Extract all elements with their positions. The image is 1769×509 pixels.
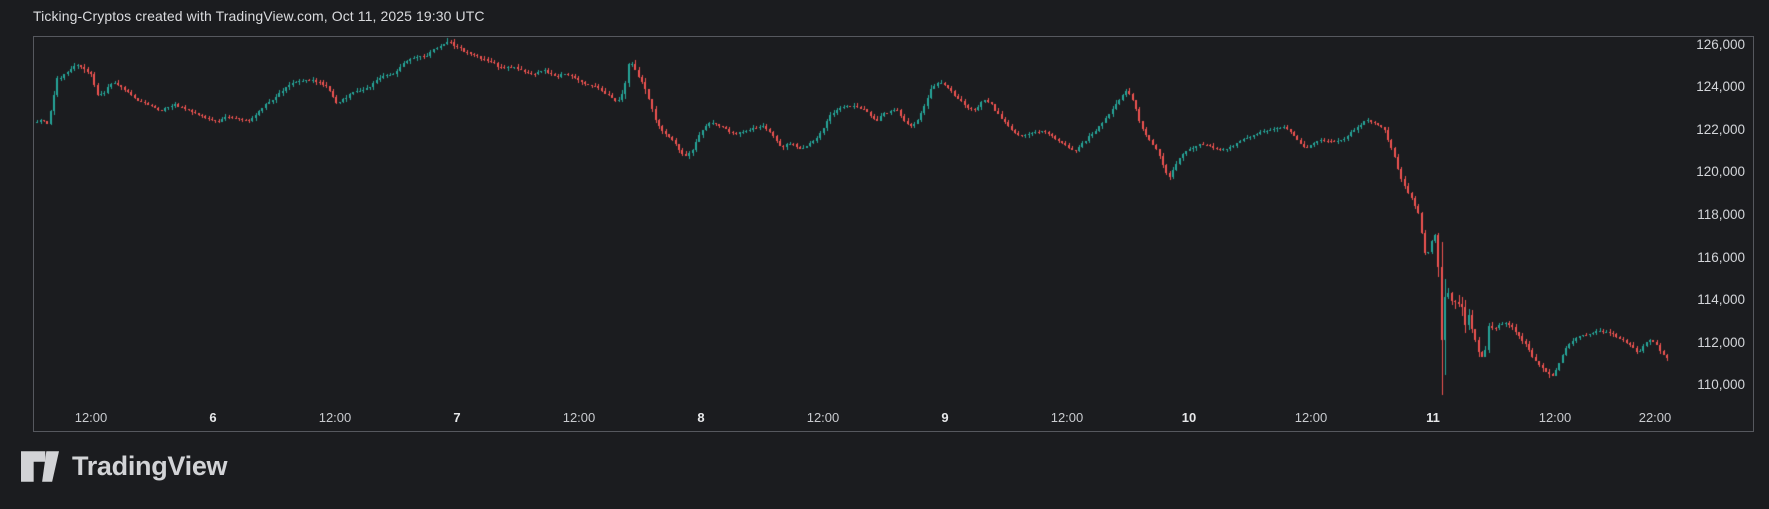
price-axis-label: 126,000	[1696, 36, 1745, 52]
price-axis-label: 118,000	[1697, 206, 1745, 222]
time-axis-label: 12:00	[806, 410, 840, 425]
price-axis-label: 122,000	[1696, 121, 1745, 137]
price-axis-label: 116,000	[1697, 249, 1745, 265]
time-axis-label: 12:00	[1538, 410, 1572, 425]
price-axis-label: 114,000	[1697, 292, 1745, 308]
tradingview-logo: TradingView	[21, 450, 228, 483]
time-axis-label: 12:00	[1050, 410, 1084, 425]
price-axis-label: 110,000	[1697, 377, 1745, 393]
time-axis-label: 12:00	[318, 410, 352, 425]
tradingview-logo-icon	[21, 451, 59, 482]
time-axis-label: 12:00	[74, 410, 108, 425]
time-axis-label: 7	[453, 410, 461, 425]
chart-title: Ticking-Cryptos created with TradingView…	[33, 8, 485, 24]
time-axis-label: 22:00	[1638, 410, 1672, 425]
time-axis-label: 11	[1426, 410, 1440, 425]
candlestick-chart	[34, 37, 1753, 431]
price-axis-label: 124,000	[1696, 79, 1745, 95]
time-axis-label: 6	[209, 410, 217, 425]
price-axis-label: 120,000	[1696, 164, 1745, 180]
time-axis-label: 10	[1181, 410, 1197, 425]
time-axis-label: 12:00	[1294, 410, 1328, 425]
price-axis-label: 112,000	[1697, 334, 1745, 350]
chart-pane: 126,000 124,000 122,000 120,000 118,000 116,0…	[33, 36, 1754, 432]
time-axis-label: 8	[697, 410, 705, 425]
time-axis-label: 9	[941, 410, 949, 425]
tradingview-logo-text: TradingView	[72, 451, 228, 481]
time-axis-label: 12:00	[562, 410, 596, 425]
